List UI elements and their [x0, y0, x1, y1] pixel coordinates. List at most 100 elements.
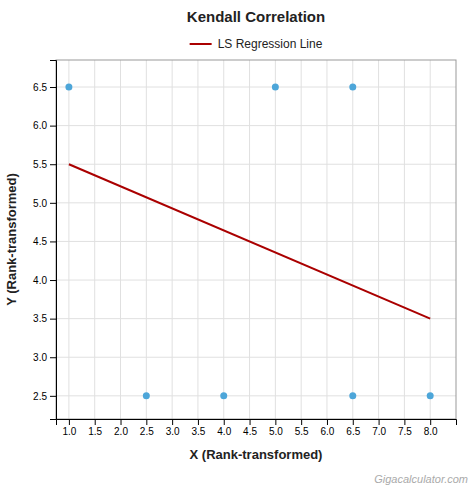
x-tick-mark [121, 419, 122, 425]
x-tick-label: 3.0 [166, 426, 180, 437]
x-tick: 6.0 [321, 419, 335, 437]
x-tick-mark [275, 419, 276, 425]
y-tick-mark [50, 203, 56, 204]
x-tick: 2.5 [140, 419, 154, 437]
grid-line-x [275, 60, 276, 419]
y-tick-label: 6.5 [33, 82, 47, 93]
x-tick: 4.0 [217, 419, 231, 437]
x-tick-label: 7.5 [398, 426, 412, 437]
x-axis-title: X (Rank-transformed) [190, 447, 323, 462]
marks [65, 84, 433, 400]
x-tick-mark [69, 419, 70, 425]
y-tick-mark [50, 319, 56, 320]
x-tick-label: 6.0 [321, 426, 335, 437]
y-tick-mark [50, 126, 56, 127]
x-tick: 2.0 [114, 419, 128, 437]
y-tick: 4.0 [33, 275, 56, 286]
x-tick-mark [353, 419, 354, 425]
x-tick-mark [146, 419, 147, 425]
x-tick-label: 6.5 [346, 426, 360, 437]
chart: 1.0 1.5 2.0 2.5 3.0 3.5 4.0 4.5 5.0 5.5 6.0 6.5 7.0 7… [0, 0, 474, 491]
x-tick: 1.0 [62, 419, 76, 437]
regression-line [69, 164, 430, 318]
x-tick: 1.5 [88, 419, 102, 437]
y-axis-line [50, 61, 57, 420]
grid-line-x [326, 60, 327, 419]
grid-line-y [56, 164, 456, 165]
grid-line-y [56, 241, 456, 242]
y-tick: 6.0 [33, 120, 56, 131]
y-axis: 2.53.03.54.04.55.05.56.06.5 [33, 61, 56, 420]
grid-line-y [56, 125, 456, 126]
x-tick-mark [430, 419, 431, 425]
grid-line-x [430, 60, 431, 419]
y-tick: 5.5 [33, 159, 56, 170]
y-tick-label: 4.0 [33, 275, 47, 286]
x-tick: 5.0 [269, 419, 283, 437]
grid-line-x [197, 60, 198, 419]
plot-frame [56, 60, 456, 419]
x-tick: 7.5 [398, 419, 412, 437]
grid-line-x [172, 60, 173, 419]
y-tick-label: 5.0 [33, 198, 47, 209]
x-tick-mark [172, 419, 173, 425]
legend-swatch [190, 43, 212, 45]
scatter-point [143, 392, 150, 399]
x-tick-mark [250, 419, 251, 425]
grid-line-y [56, 318, 456, 319]
y-tick: 6.5 [33, 82, 56, 93]
x-tick-label: 7.0 [372, 426, 386, 437]
x-tick-label: 5.0 [269, 426, 283, 437]
scatter-series [65, 84, 433, 400]
y-tick-label: 3.5 [33, 313, 47, 324]
grid-line-x [146, 60, 147, 419]
x-tick-label: 8.0 [424, 426, 438, 437]
grid-line-y [56, 202, 456, 203]
x-tick-label: 1.5 [88, 426, 102, 437]
scatter-point [427, 392, 434, 399]
title: Kendall Correlation [187, 8, 325, 25]
y-tick-mark [50, 396, 56, 397]
grid-line-x [120, 60, 121, 419]
scatter-point [349, 392, 356, 399]
y-tick: 3.5 [33, 313, 56, 324]
grid-line-x [94, 60, 95, 419]
x-tick-label: 1.0 [62, 426, 76, 437]
grid-line-x [68, 60, 69, 419]
grid-line-y [56, 395, 456, 396]
x-tick-label: 2.5 [140, 426, 154, 437]
x-tick: 4.5 [243, 419, 257, 437]
y-tick-mark [50, 280, 56, 281]
y-tick-mark [50, 241, 56, 242]
x-tick: 3.5 [191, 419, 205, 437]
grid-line-y [56, 280, 456, 281]
y-tick-mark [50, 357, 56, 358]
plot-area: 1.0 1.5 2.0 2.5 3.0 3.5 4.0 4.5 5.0 5.5 6.0 6.5 7.0 7… [33, 60, 456, 437]
x-tick: 3.0 [166, 419, 180, 437]
y-tick: 3.0 [33, 352, 56, 363]
y-tick-label: 5.5 [33, 159, 47, 170]
watermark: Gigacalculator.com [374, 473, 468, 485]
grid-line-x [223, 60, 224, 419]
x-axis: 1.0 1.5 2.0 2.5 3.0 3.5 4.0 4.5 5.0 5.5 6.0 6.5 7.0 7… [57, 419, 457, 437]
grid-line-x [249, 60, 250, 419]
y-tick: 4.5 [33, 236, 56, 247]
y-tick-mark [50, 87, 56, 88]
x-axis-line [57, 420, 457, 426]
grid-line-x [404, 60, 405, 419]
x-tick-label: 5.5 [295, 426, 309, 437]
x-tick: 6.5 [346, 419, 360, 437]
y-tick-label: 3.0 [33, 352, 47, 363]
x-tick-mark [327, 419, 328, 425]
x-tick-label: 2.0 [114, 426, 128, 437]
y-tick-mark [50, 164, 56, 165]
scatter-point [349, 84, 356, 91]
legend-label: LS Regression Line [218, 37, 323, 51]
grid-line-x [378, 60, 379, 419]
scatter-point [220, 392, 227, 399]
grid-line-x [352, 60, 353, 419]
y-tick-label: 6.0 [33, 120, 47, 131]
x-tick-mark [198, 419, 199, 425]
y-tick-label: 4.5 [33, 236, 47, 247]
x-tick-label: 4.0 [217, 426, 231, 437]
